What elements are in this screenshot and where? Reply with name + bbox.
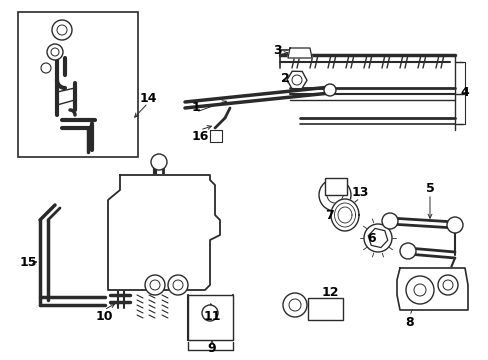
Polygon shape (330, 199, 358, 231)
Text: 1: 1 (191, 100, 200, 113)
Circle shape (324, 84, 335, 96)
Circle shape (173, 280, 183, 290)
Text: 6: 6 (367, 231, 376, 244)
Bar (325, 178, 346, 195)
Text: 14: 14 (139, 91, 157, 104)
Circle shape (52, 20, 72, 40)
Text: 10: 10 (95, 310, 113, 323)
Text: 8: 8 (405, 315, 413, 328)
Text: 12: 12 (321, 285, 338, 298)
Text: 5: 5 (425, 181, 433, 194)
Circle shape (363, 224, 391, 252)
Circle shape (57, 25, 67, 35)
Circle shape (41, 63, 51, 73)
Circle shape (437, 275, 457, 295)
Polygon shape (108, 175, 220, 290)
Text: 2: 2 (280, 72, 289, 85)
Circle shape (446, 217, 462, 233)
Circle shape (150, 280, 160, 290)
Bar (187, 295, 232, 340)
Circle shape (51, 48, 59, 56)
Text: 9: 9 (207, 342, 216, 355)
Circle shape (168, 275, 187, 295)
Text: 16: 16 (191, 130, 208, 143)
Text: 7: 7 (325, 208, 334, 221)
Text: 13: 13 (350, 185, 368, 198)
Circle shape (318, 179, 350, 211)
Circle shape (413, 284, 425, 296)
Circle shape (145, 275, 164, 295)
Circle shape (326, 187, 342, 203)
Circle shape (405, 276, 433, 304)
Circle shape (151, 154, 167, 170)
Polygon shape (209, 130, 222, 142)
Circle shape (202, 305, 218, 321)
Circle shape (291, 75, 302, 85)
Circle shape (442, 280, 452, 290)
Text: 4: 4 (460, 86, 468, 99)
Bar (18, 12, 138, 157)
Circle shape (283, 293, 306, 317)
Polygon shape (396, 268, 467, 310)
Text: 15: 15 (19, 256, 37, 269)
Circle shape (381, 213, 397, 229)
Circle shape (47, 44, 63, 60)
Circle shape (399, 243, 415, 259)
Polygon shape (287, 48, 311, 58)
Text: 11: 11 (203, 310, 220, 323)
Text: 3: 3 (273, 44, 282, 57)
Bar (307, 298, 342, 320)
Circle shape (288, 299, 301, 311)
